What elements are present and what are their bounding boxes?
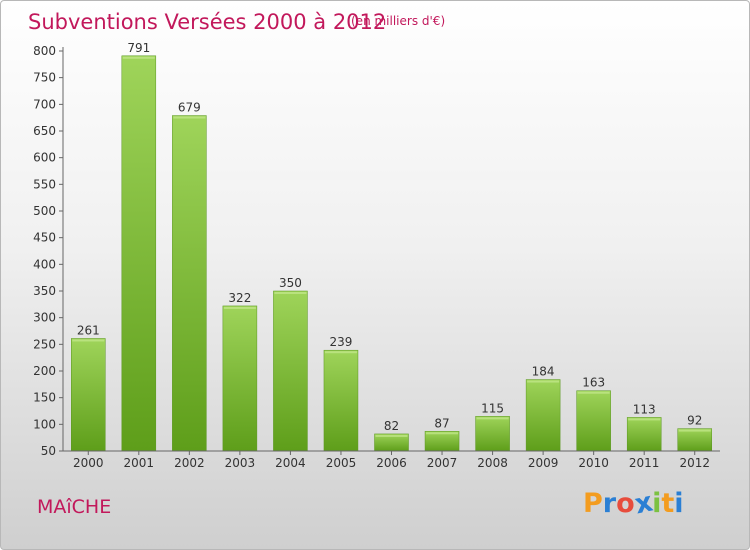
bar: [222, 305, 258, 452]
bar-value-label: 322: [228, 291, 251, 305]
y-tick-label: 200: [33, 364, 56, 378]
y-tick-label: 350: [33, 284, 56, 298]
y-tick-label: 300: [33, 311, 56, 325]
bar-value-label: 87: [434, 416, 449, 430]
y-tick-label: 800: [33, 44, 56, 58]
bar: [626, 417, 662, 452]
y-tick-label: 450: [33, 231, 56, 245]
bar-value-label: 239: [330, 335, 353, 349]
bar-value-label: 350: [279, 276, 302, 290]
bar-value-label: 679: [178, 101, 201, 115]
y-tick-label: 150: [33, 391, 56, 405]
bar: [121, 55, 157, 452]
bar-highlight: [324, 351, 357, 354]
bar-value-label: 113: [633, 402, 656, 416]
bar-value-label: 261: [77, 323, 100, 337]
x-tick-label: 2003: [225, 456, 256, 470]
y-tick-label: 700: [33, 97, 56, 111]
bar-value-label: 163: [582, 376, 605, 390]
bar-highlight: [426, 432, 459, 435]
bar-highlight: [274, 292, 307, 294]
logo-letter: r: [602, 488, 617, 519]
bar-highlight: [678, 429, 711, 432]
x-tick-label: 2000: [73, 456, 104, 470]
bar: [525, 379, 561, 452]
x-tick-label: 2009: [528, 456, 559, 470]
commune-name: MAîCHE: [37, 496, 112, 518]
y-tick-label: 50: [41, 444, 56, 458]
x-tick-label: 2004: [275, 456, 306, 470]
bar-highlight: [122, 56, 155, 59]
bar-value-label: 82: [384, 419, 399, 433]
bar-highlight: [72, 339, 105, 342]
logo-letter: P: [583, 488, 603, 519]
x-tick-label: 2002: [174, 456, 205, 470]
bar-highlight: [173, 116, 206, 119]
x-tick-label: 2008: [477, 456, 508, 470]
logo-letter: i: [674, 488, 684, 519]
y-tick-label: 500: [33, 204, 56, 218]
bar-highlight: [577, 391, 610, 394]
bar-highlight: [476, 417, 509, 420]
x-tick-label: 2006: [376, 456, 407, 470]
bar: [273, 290, 308, 452]
y-tick-label: 400: [33, 257, 56, 271]
logo-letter: o: [616, 488, 635, 519]
x-tick-label: 2001: [124, 456, 155, 470]
x-tick-label: 2005: [326, 456, 357, 470]
y-tick-label: 100: [33, 417, 56, 431]
bar-highlight: [628, 418, 661, 421]
logo-letter: i: [652, 488, 662, 519]
bar: [475, 416, 510, 452]
bar-value-label: 791: [127, 41, 150, 55]
bar: [71, 338, 106, 452]
y-tick-label: 550: [33, 177, 56, 191]
y-tick-label: 250: [33, 337, 56, 351]
bar-highlight: [223, 306, 256, 309]
bar: [323, 349, 359, 452]
bar-value-label: 115: [481, 401, 504, 415]
y-tick-label: 650: [33, 124, 56, 138]
chart-title: Subventions Versées 2000 à 2012: [28, 10, 387, 34]
x-tick-label: 2007: [427, 456, 458, 470]
proxiti-logo: Proxiti: [583, 487, 684, 521]
x-tick-label: 2012: [679, 456, 710, 470]
bar-highlight: [527, 380, 560, 383]
bar-value-label: 92: [687, 414, 702, 428]
x-tick-label: 2010: [578, 456, 609, 470]
chart-unit-subtitle: (en milliers d'€): [351, 14, 446, 28]
bar: [576, 390, 611, 452]
bar-highlight: [375, 434, 408, 437]
bar-value-label: 184: [532, 365, 555, 379]
x-tick-label: 2011: [629, 456, 660, 470]
logo-letter: t: [661, 488, 675, 519]
y-tick-label: 600: [33, 151, 56, 165]
y-tick-label: 750: [33, 71, 56, 85]
bar: [677, 428, 712, 452]
bar: [172, 115, 207, 452]
